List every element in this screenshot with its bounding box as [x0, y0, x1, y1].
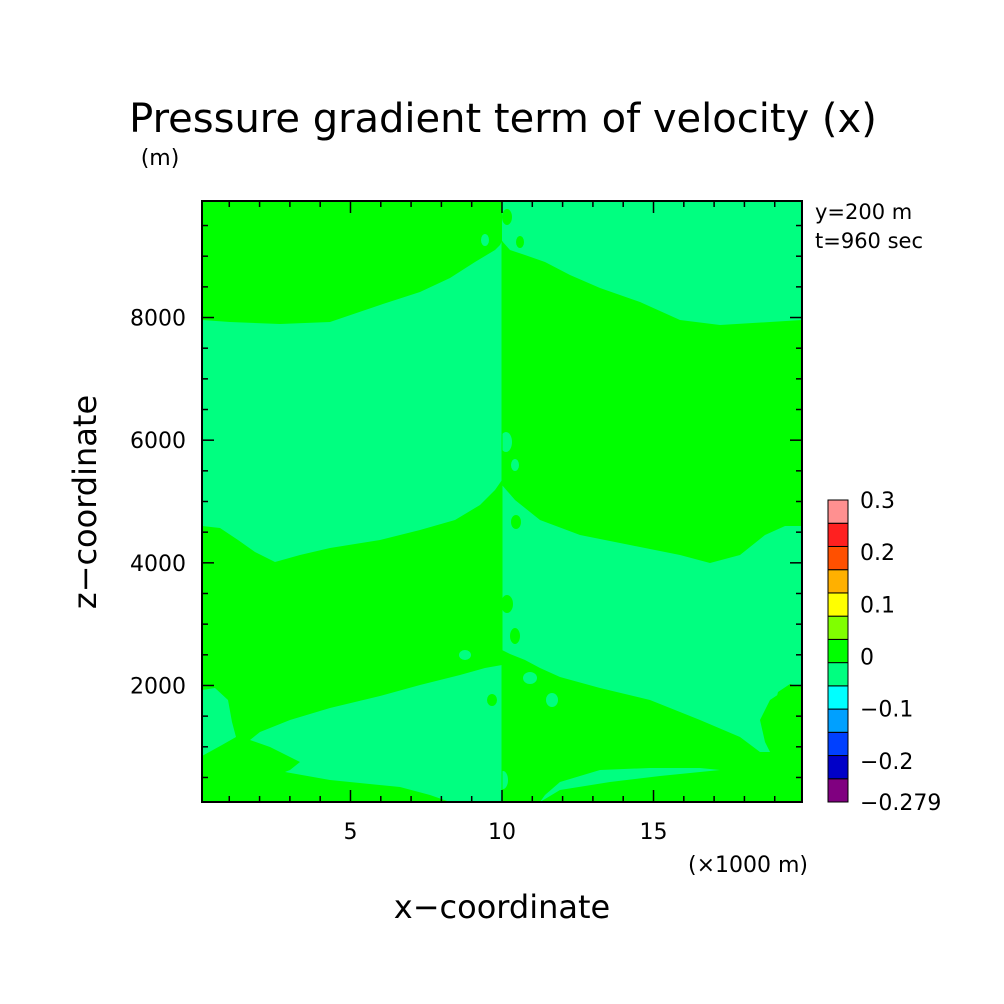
annotation-t: t=960 sec: [815, 229, 923, 253]
colorbar-swatch: [827, 638, 849, 664]
colorbar-label: −0.1: [860, 698, 913, 723]
y-tick-label: 6000: [130, 429, 186, 454]
region-negative-right-top: [502, 201, 802, 325]
region-negative-far-right-patch: [772, 684, 802, 756]
x-tick-label: 15: [640, 820, 668, 845]
annotation-y: y=200 m: [815, 200, 912, 224]
colorbar-swatch: [827, 522, 849, 547]
x-unit-label: (×1000 m): [688, 853, 808, 878]
colorbar-label: 0.3: [860, 489, 895, 514]
region-negative-lower-left: [250, 665, 502, 802]
colorbar-swatch: [827, 778, 849, 803]
region-negative-right-middle: [502, 485, 802, 752]
colorbar-swatch: [827, 592, 849, 617]
x-tick-label: 5: [343, 820, 357, 845]
colorbar-swatch: [827, 685, 849, 710]
central-blobs: [444, 209, 558, 789]
y-tick-label: 2000: [130, 674, 186, 699]
region-negative-bottom-right: [540, 768, 720, 802]
colorbar-label: −0.2: [860, 750, 913, 775]
y-axis-title: z−coordinate: [66, 395, 104, 609]
chart-title: Pressure gradient term of velocity (x): [129, 96, 877, 142]
colorbar-label: 0.2: [860, 541, 895, 566]
colorbar-swatch: [827, 499, 849, 524]
y-tick-label: 4000: [130, 552, 186, 577]
y-unit-label: (m): [141, 146, 180, 171]
colorbar-label: 0: [860, 645, 874, 670]
y-tick-label: 8000: [130, 307, 186, 332]
colorbar-label: 0.1: [860, 593, 895, 618]
colorbar-swatch: [827, 545, 849, 571]
colorbar-swatch: [827, 708, 849, 733]
region-negative-upper-left: [202, 241, 502, 562]
x-tick-label: 10: [488, 820, 516, 845]
colorbar-label: −0.279: [860, 791, 941, 816]
colorbar-swatch: [827, 662, 849, 687]
colorbar: 0.3 0.2 0.1 0 −0.1 −0.2 −0.279: [827, 489, 941, 816]
region-negative-far-left: [202, 688, 236, 756]
plot-area: [202, 201, 802, 802]
colorbar-swatch: [827, 755, 849, 780]
colorbar-swatch: [827, 615, 849, 640]
colorbar-swatch: [827, 569, 849, 594]
colorbar-swatch: [827, 731, 849, 757]
x-axis: 5 10 15: [228, 201, 776, 845]
x-axis-title: x−coordinate: [394, 888, 610, 926]
y-axis: 2000 4000 6000 8000: [130, 224, 802, 779]
